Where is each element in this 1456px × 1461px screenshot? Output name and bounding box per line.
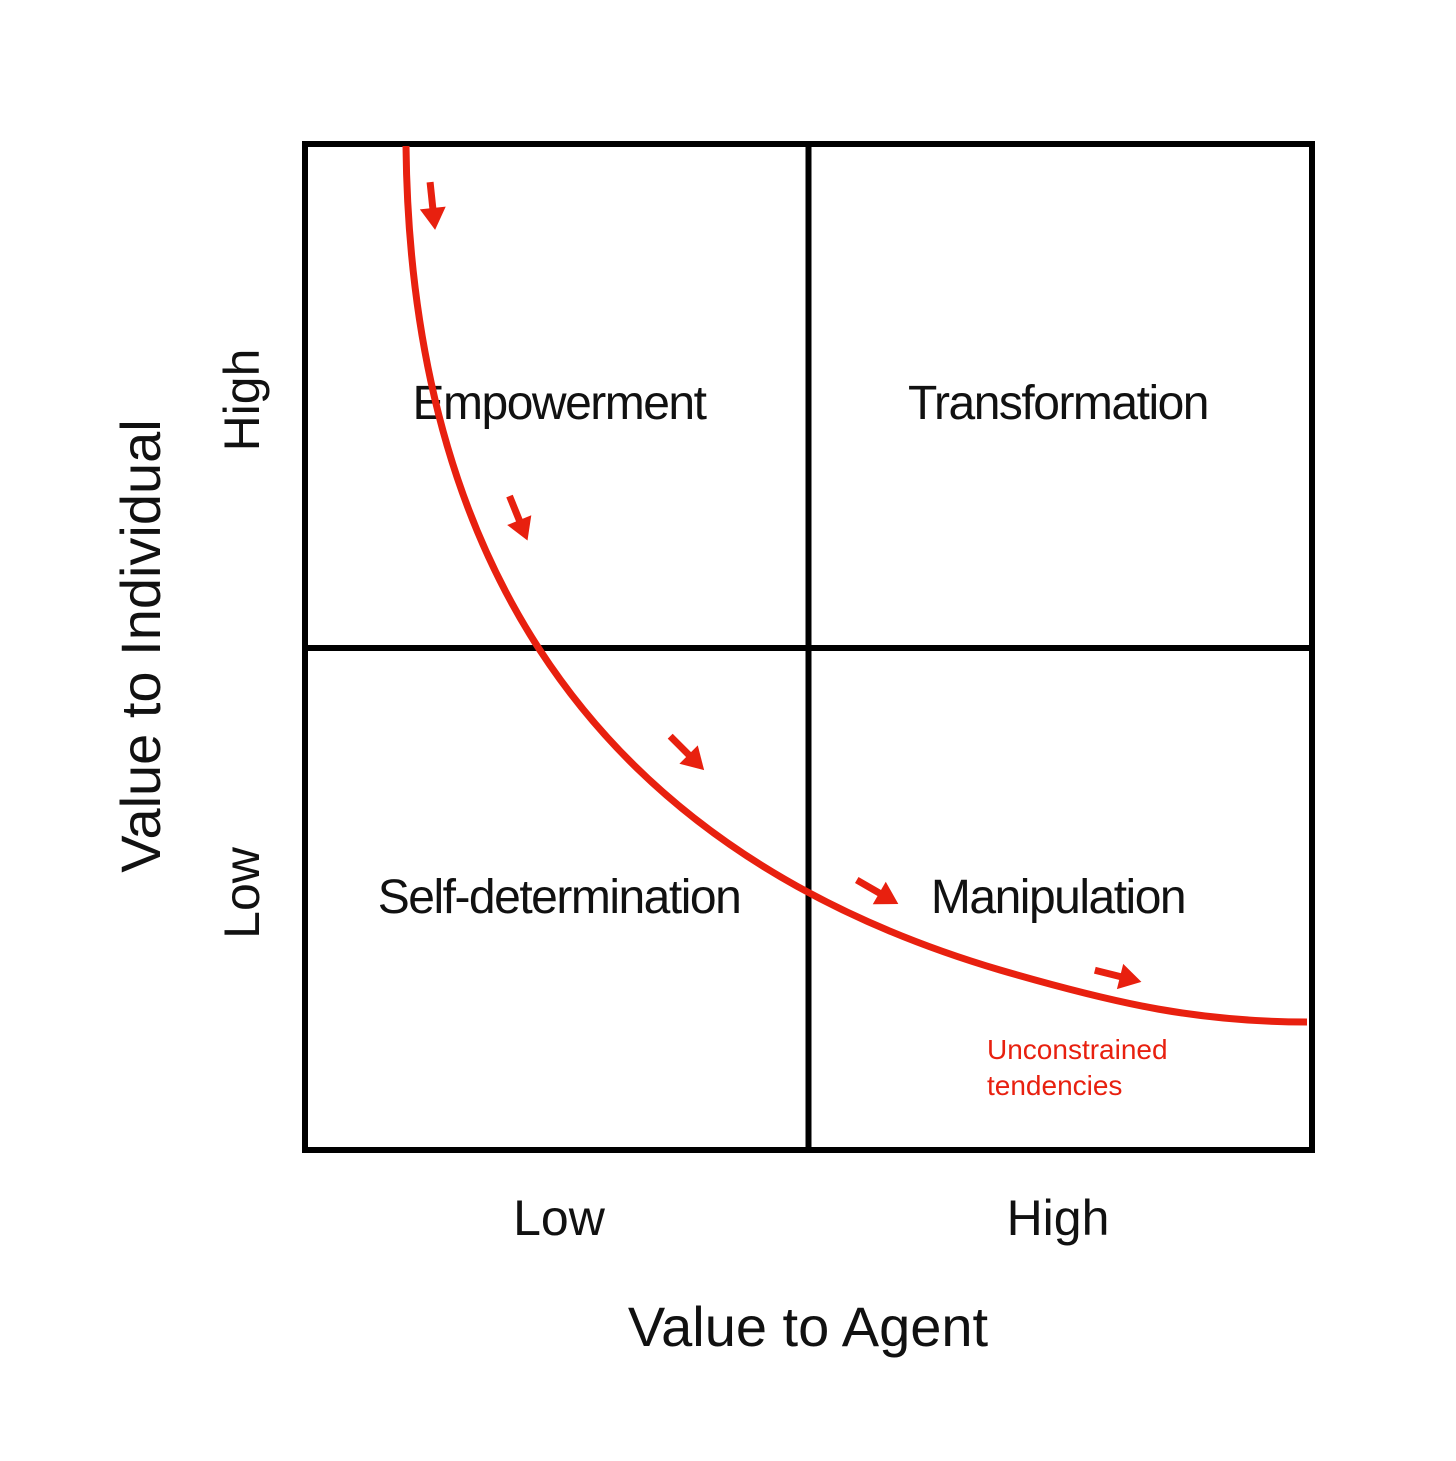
flow-arrow-1 (419, 181, 446, 230)
y-axis-tick-high: High (214, 349, 270, 452)
curve-label-line-1: Unconstrained (987, 1034, 1168, 1065)
x-axis-tick-low: Low (513, 1190, 606, 1246)
quadrant-label-transformation: Transformation (908, 377, 1208, 430)
quadrant-label-empowerment: Empowerment (413, 377, 707, 430)
quadrant-label-self-determination: Self-determination (378, 871, 741, 924)
flow-arrow-3 (667, 733, 705, 771)
x-axis-title: Value to Agent (628, 1295, 989, 1358)
flow-arrow-5 (1093, 963, 1142, 990)
unconstrained-tendencies-curve (402, 145, 1308, 1026)
flow-arrow-2 (506, 494, 532, 541)
y-axis-title: Value to Individual (109, 419, 172, 873)
x-axis-tick-high: High (1007, 1190, 1110, 1246)
y-axis-tick-low: Low (214, 846, 270, 939)
quadrant-label-manipulation: Manipulation (931, 871, 1185, 924)
curve-label-line-2: tendencies (987, 1070, 1122, 1101)
flow-arrow-4 (855, 876, 899, 905)
